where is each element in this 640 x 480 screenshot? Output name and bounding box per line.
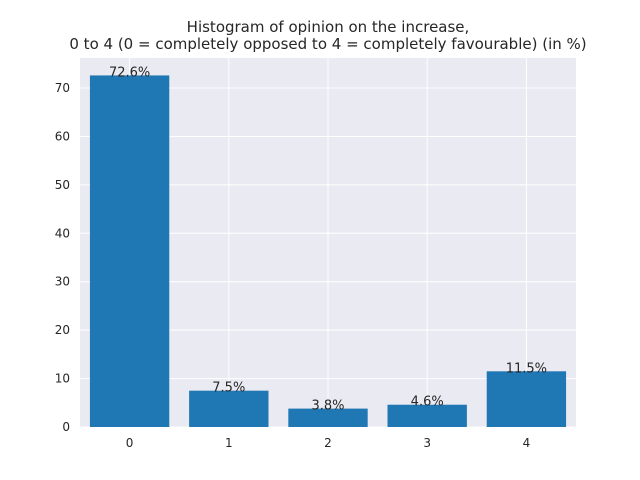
y-tick-label: 70 (55, 81, 70, 95)
data-label: 7.5% (212, 381, 245, 396)
chart-title-line-2: 0 to 4 (0 = completely opposed to 4 = co… (69, 35, 586, 53)
bars (89, 75, 567, 427)
data-label: 72.6% (109, 65, 150, 80)
x-tick-label: 2 (324, 436, 332, 450)
bar (486, 371, 567, 427)
y-tick-label: 10 (55, 372, 70, 386)
bar (189, 390, 269, 427)
y-tick-label: 50 (55, 178, 70, 192)
y-tick-label: 40 (55, 226, 70, 240)
x-axis-ticks: 0 1 2 3 4 (126, 436, 530, 450)
bar (387, 404, 467, 427)
y-tick-label: 20 (55, 323, 70, 337)
y-axis-ticks: 0 10 20 30 40 50 60 70 (55, 81, 70, 434)
y-tick-label: 0 (62, 420, 70, 434)
chart-title-line-1: Histogram of opinion on the increase, (187, 18, 470, 36)
data-label: 4.6% (411, 395, 444, 410)
x-tick-label: 4 (523, 436, 531, 450)
data-label: 11.5% (506, 361, 547, 376)
data-labels: 72.6% 7.5% 3.8% 4.6% 11.5% (109, 65, 547, 413)
y-tick-label: 30 (55, 275, 70, 289)
x-tick-label: 0 (126, 436, 134, 450)
bar (288, 408, 368, 427)
x-tick-label: 3 (423, 436, 431, 450)
x-tick-label: 1 (225, 436, 233, 450)
data-label: 3.8% (311, 399, 344, 414)
y-tick-label: 60 (55, 129, 70, 143)
bar (89, 75, 170, 427)
